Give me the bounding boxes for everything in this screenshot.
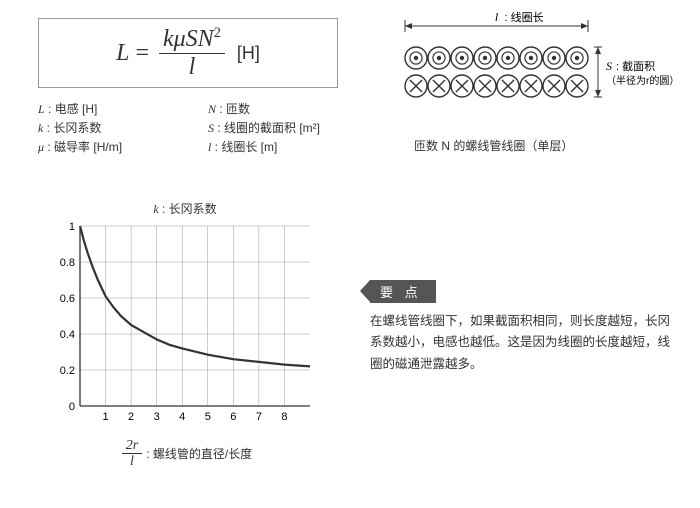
formula-box: L = kμSN2 l [H] — [38, 18, 338, 88]
svg-text:l: l — [495, 10, 499, 24]
xlabel-num: 2r — [122, 438, 142, 454]
legend-mu: μ : 磁导率 [H/m] — [38, 138, 198, 157]
svg-text:5: 5 — [205, 411, 211, 423]
chart-svg: 0 0.2 0.4 0.6 0.8 1 1 2 3 4 5 6 7 8 — [50, 221, 320, 431]
solenoid-caption: 匝数 N 的螺线管线圈（单层） — [414, 137, 690, 154]
svg-text:8: 8 — [281, 411, 287, 423]
solenoid-svg: l : 线圈长 S : 截面积（半径为r的圆） — [400, 8, 690, 128]
svg-text:6: 6 — [230, 411, 236, 423]
solenoid-diagram: l : 线圈长 S : 截面积（半径为r的圆） 匝数 N 的螺线管线圈（单层） — [400, 8, 690, 154]
legend-l: l : 线圈长 [m] — [208, 138, 368, 157]
legend-S: S : 线圈的截面积 [m²] — [208, 119, 368, 138]
svg-text:0.4: 0.4 — [60, 329, 75, 341]
svg-text:7: 7 — [256, 411, 262, 423]
keypoint-box: 要 点 在螺线管线圈下，如果截面积相同，则长度越短，长冈系数越小，电感也越低。这… — [370, 280, 670, 375]
legend-k: k : 长冈系数 — [38, 119, 198, 138]
svg-text:1: 1 — [69, 221, 75, 233]
formula-fraction: kμSN2 l — [159, 26, 225, 80]
svg-text:: 截面积: : 截面积 — [616, 59, 655, 73]
svg-text:S: S — [606, 59, 612, 73]
svg-text:0.8: 0.8 — [60, 257, 75, 269]
formula-denominator: l — [185, 54, 200, 80]
svg-text:2: 2 — [128, 411, 134, 423]
svg-text:0: 0 — [69, 401, 75, 413]
svg-text:: 线圈长: : 线圈长 — [505, 10, 544, 24]
nagaoka-chart: k : 长冈系数 0 0.2 0.4 0.6 0.8 1 1 2 3 4 5 6 7 8 2r l : 螺… — [50, 200, 320, 470]
svg-text:3: 3 — [154, 411, 160, 423]
svg-text:0.2: 0.2 — [60, 365, 75, 377]
formula-numerator: kμSN2 — [159, 26, 225, 53]
keypoint-label: 要 点 — [370, 280, 436, 303]
legend-N: N : 匝数 — [208, 100, 368, 119]
formula-eq: = — [135, 40, 149, 67]
chart-title-text: : 长冈系数 — [159, 202, 217, 216]
keypoint-text: 在螺线管线圈下，如果截面积相同，则长度越短，长冈系数越小，电感也越低。这是因为线… — [370, 311, 670, 375]
svg-text:1: 1 — [102, 411, 108, 423]
chart-title: k : 长冈系数 — [50, 200, 320, 217]
xlabel-den: l — [126, 454, 138, 469]
legend-L: L : 电感 [H] — [38, 100, 198, 119]
xlabel-text: : 螺线管的直径/长度 — [146, 445, 252, 462]
formula-lhs: L — [116, 40, 129, 67]
chart-xlabel: 2r l : 螺线管的直径/长度 — [50, 438, 320, 470]
inductance-formula: L = kμSN2 l [H] — [116, 26, 260, 80]
symbol-legend: L : 电感 [H] N : 匝数 k : 长冈系数 S : 线圈的截面积 [m… — [38, 100, 368, 158]
svg-text:4: 4 — [179, 411, 185, 423]
xlabel-fraction: 2r l — [122, 438, 142, 470]
svg-text:（半径为r的圆）: （半径为r的圆） — [606, 74, 679, 87]
svg-text:0.6: 0.6 — [60, 293, 75, 305]
formula-unit: [H] — [237, 43, 260, 64]
